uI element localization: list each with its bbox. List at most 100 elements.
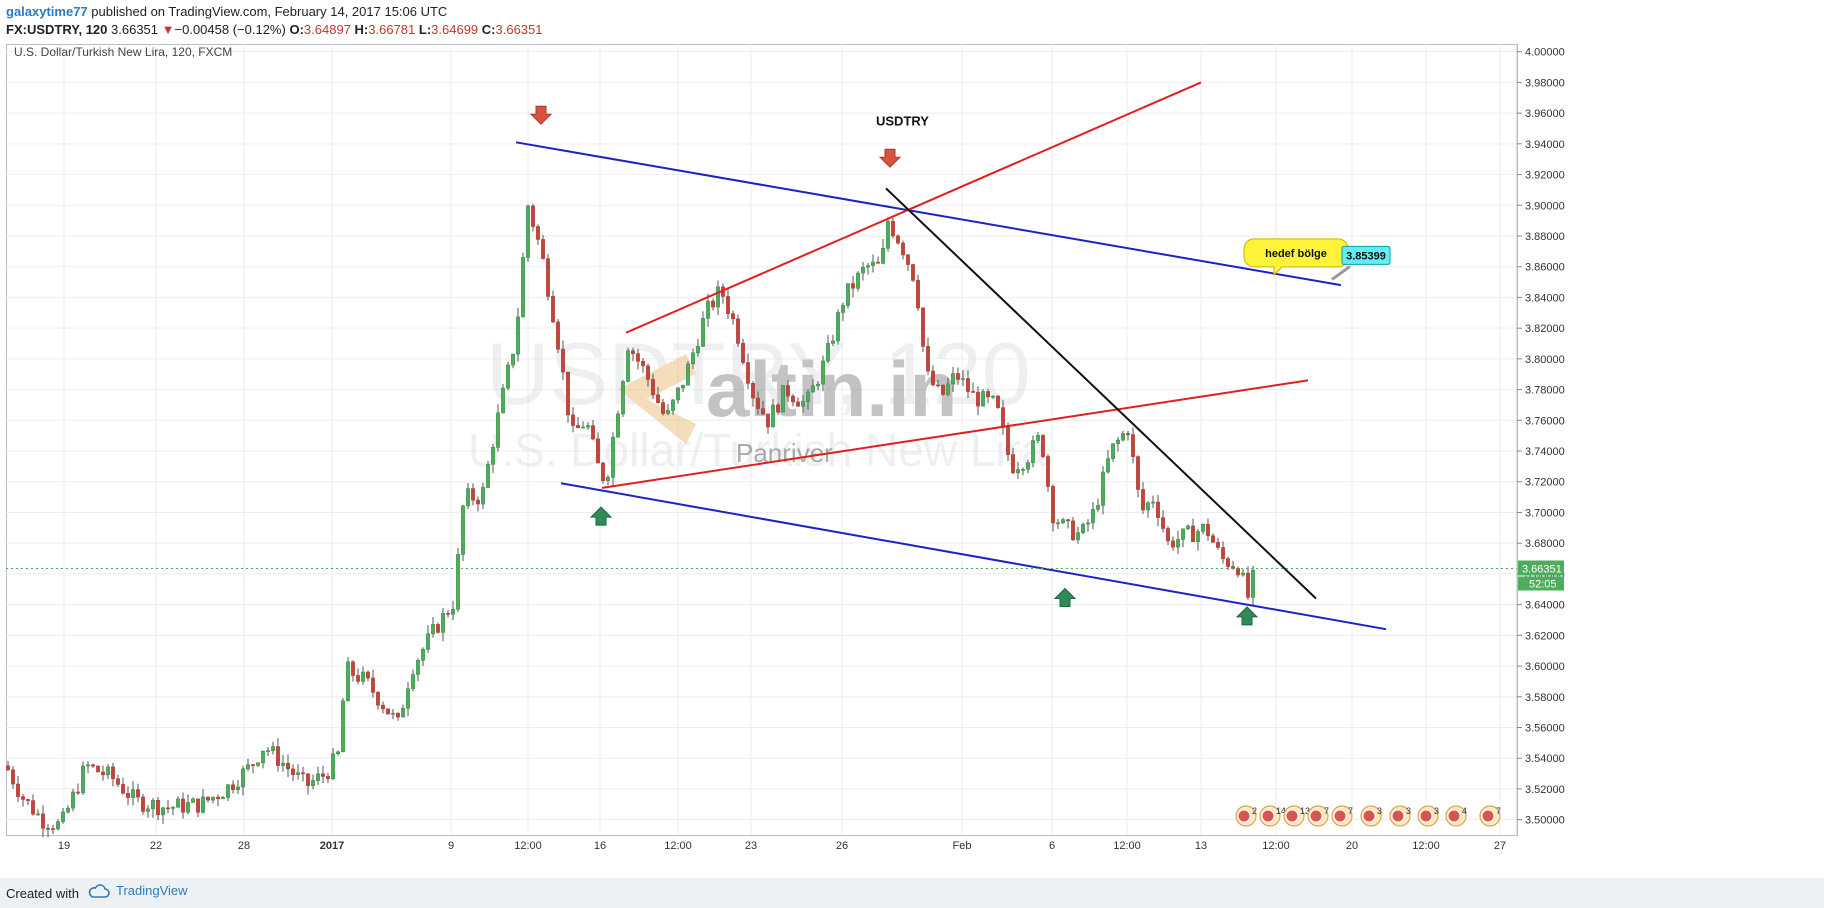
candle-body bbox=[621, 381, 625, 415]
candle-body bbox=[336, 751, 340, 755]
candle-body bbox=[441, 613, 445, 633]
candle-body bbox=[501, 387, 505, 414]
tradingview-link[interactable]: TradingView bbox=[88, 883, 188, 898]
candle-body bbox=[1131, 434, 1135, 457]
candle-body bbox=[496, 412, 500, 448]
candle-body bbox=[841, 305, 845, 313]
candle-body bbox=[926, 346, 930, 372]
candle-body bbox=[391, 712, 395, 715]
candle-body bbox=[1101, 471, 1105, 506]
candle-body bbox=[861, 266, 865, 274]
candle-body bbox=[246, 764, 250, 770]
candle-body bbox=[1056, 522, 1060, 525]
candle-body bbox=[156, 800, 160, 816]
x-tick-label: 13 bbox=[1195, 840, 1207, 852]
candle-body bbox=[1146, 502, 1150, 511]
candle-body bbox=[606, 477, 610, 481]
event-count-label: 7 bbox=[1348, 806, 1353, 816]
candle-body bbox=[31, 800, 35, 815]
candle-body bbox=[591, 425, 595, 440]
chart-area[interactable]: USDTRY, 120 U.S. Dollar/Turkish New Lira a… bbox=[6, 44, 1818, 874]
candle-body bbox=[916, 280, 920, 309]
x-tick-label: 23 bbox=[745, 840, 757, 852]
candle-body bbox=[596, 438, 600, 464]
candle-body bbox=[891, 220, 895, 237]
candle-body bbox=[446, 613, 450, 615]
chart-title: U.S. Dollar/Turkish New Lira, 120, FXCM bbox=[14, 45, 232, 59]
candle-body bbox=[1041, 435, 1045, 457]
candle-body bbox=[761, 408, 765, 415]
open-label: O: bbox=[289, 22, 304, 37]
candle-body bbox=[846, 283, 850, 306]
candle-body bbox=[241, 768, 245, 788]
candle-body bbox=[56, 821, 60, 830]
last-price-label: 3.66351 bbox=[1522, 564, 1562, 576]
candle-body bbox=[36, 813, 40, 816]
candle-body bbox=[411, 674, 415, 690]
open-value: 3.64897 bbox=[303, 22, 351, 37]
candle-body bbox=[311, 780, 315, 787]
high-label: H: bbox=[354, 22, 369, 37]
y-tick-label: 3.68000 bbox=[1525, 538, 1565, 550]
candle-body bbox=[946, 383, 950, 395]
symbol-label: FX:USDTRY, 120 bbox=[6, 22, 108, 37]
candle-body bbox=[71, 791, 75, 809]
callout-bubble bbox=[1243, 238, 1349, 277]
candle-body bbox=[401, 707, 405, 718]
candle-body bbox=[1216, 542, 1220, 548]
candle-body bbox=[1091, 509, 1095, 524]
candle-body bbox=[486, 464, 490, 488]
y-tick-label: 3.98000 bbox=[1525, 77, 1565, 89]
candle-body bbox=[856, 272, 860, 289]
candle-body bbox=[836, 312, 840, 342]
candle-body bbox=[601, 462, 605, 481]
candle-body bbox=[1191, 525, 1195, 543]
ohlc-line: FX:USDTRY, 120 3.66351 ▼−0.00458 (−0.12%… bbox=[6, 22, 543, 37]
candle-body bbox=[711, 300, 715, 308]
candle-body bbox=[771, 404, 775, 428]
us-flag-icon bbox=[1362, 809, 1376, 823]
candle-body bbox=[386, 708, 390, 715]
y-tick-label: 3.64000 bbox=[1525, 600, 1565, 612]
trend-line bbox=[560, 482, 1387, 631]
candle-body bbox=[166, 807, 170, 810]
candle-body bbox=[421, 649, 425, 661]
candle-body bbox=[511, 353, 515, 366]
y-tick-label: 3.84000 bbox=[1525, 292, 1565, 304]
candle-body bbox=[661, 402, 665, 414]
candle-body bbox=[896, 235, 900, 244]
candle-body bbox=[566, 371, 570, 416]
candle-body bbox=[131, 789, 135, 798]
candle-body bbox=[796, 401, 800, 407]
published-text: published on TradingView.com, February 1… bbox=[91, 4, 448, 19]
x-tick-label: 12:00 bbox=[514, 840, 542, 852]
candle-body bbox=[1121, 433, 1125, 441]
y-tick-label: 3.82000 bbox=[1525, 323, 1565, 335]
event-count-label: 2 bbox=[1252, 806, 1257, 816]
candle-body bbox=[1031, 440, 1035, 463]
candle-body bbox=[871, 261, 875, 266]
candle-body bbox=[986, 391, 990, 398]
candle-body bbox=[11, 769, 15, 785]
last-price-tag bbox=[1518, 560, 1564, 576]
candle-body bbox=[956, 373, 960, 380]
candle-body bbox=[51, 828, 55, 830]
candle-body bbox=[1066, 519, 1070, 522]
candle-body bbox=[211, 796, 215, 801]
event-count-label: 4 bbox=[1462, 806, 1467, 816]
candle-body bbox=[641, 361, 645, 367]
us-flag-icon bbox=[1237, 809, 1251, 823]
candle-body bbox=[1071, 520, 1075, 541]
candle-body bbox=[161, 807, 165, 816]
candle-body bbox=[1106, 458, 1110, 473]
candle-body bbox=[261, 750, 265, 764]
candle-body bbox=[786, 385, 790, 397]
candle-body bbox=[701, 318, 705, 347]
candle-body bbox=[1206, 523, 1210, 537]
candle-body bbox=[206, 796, 210, 801]
candle-body bbox=[371, 677, 375, 693]
author-link[interactable]: galaxytime77 bbox=[6, 4, 88, 19]
candle-body bbox=[586, 425, 590, 428]
event-count-label: 7 bbox=[1324, 806, 1329, 816]
